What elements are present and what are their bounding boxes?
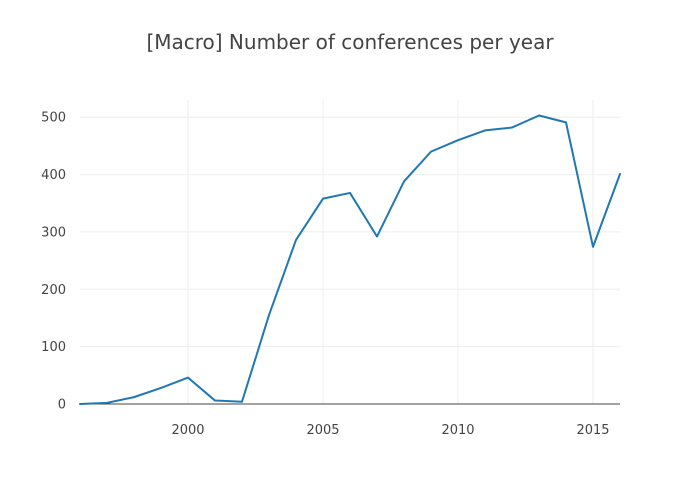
y-tick-label-300: 300: [41, 225, 66, 240]
x-tick-label-2010: 2010: [441, 423, 474, 438]
series-line-0: [79, 114, 621, 405]
y-tick-label-100: 100: [41, 340, 66, 355]
x-tick-label-2000: 2000: [171, 423, 204, 438]
grid-layer: [80, 100, 620, 404]
chart-title: [Macro] Number of conferences per year: [146, 30, 554, 54]
y-tick-label-200: 200: [41, 283, 66, 298]
y-tick-label-0: 0: [58, 398, 66, 413]
y-tick-label-400: 400: [41, 168, 66, 183]
y-tick-label-500: 500: [41, 111, 66, 126]
axis-layer: 2000 2005 2010 2015 0 100 200 300 400 500: [41, 111, 620, 438]
x-tick-label-2005: 2005: [306, 423, 339, 438]
series-layer: [79, 114, 621, 405]
x-tick-label-2015: 2015: [576, 423, 609, 438]
